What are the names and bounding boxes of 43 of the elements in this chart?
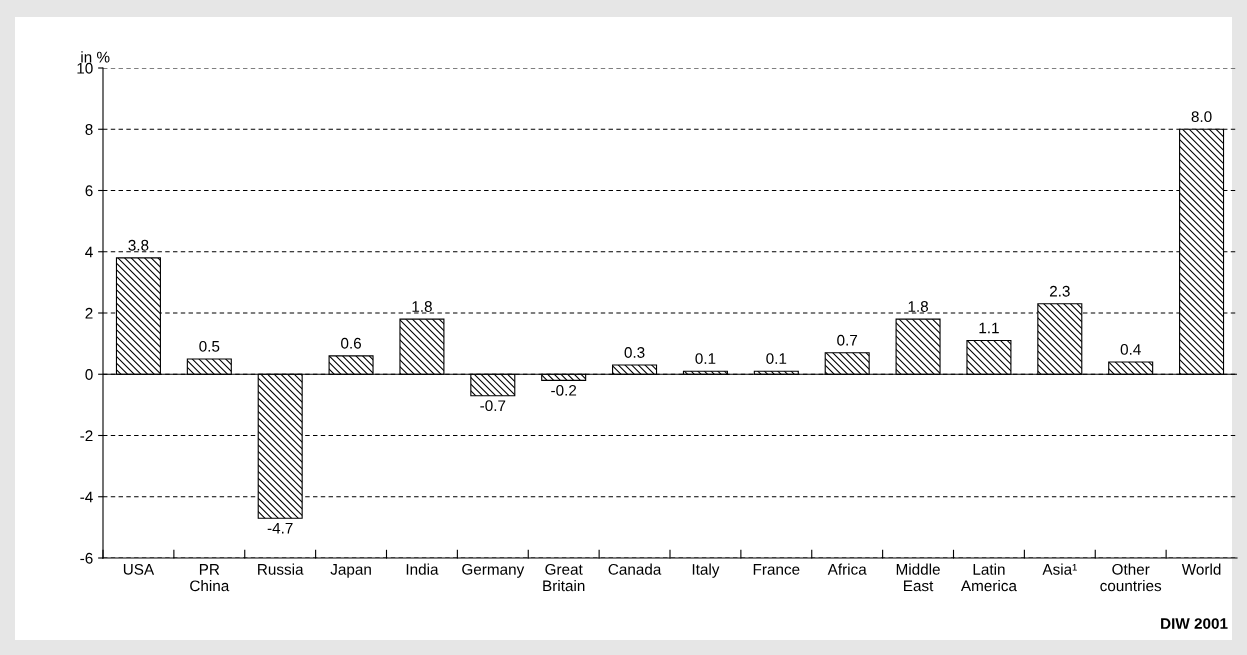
x-tick-label: USA bbox=[123, 563, 155, 575]
y-tick-label: 4 bbox=[85, 246, 93, 258]
y-axis-title: in % bbox=[81, 51, 110, 63]
data-label: 8.0 bbox=[1191, 111, 1212, 123]
data-label: 1.1 bbox=[979, 322, 999, 334]
x-tick-label: Other countries bbox=[1100, 563, 1162, 592]
x-tick-label: Asia¹ bbox=[1042, 563, 1077, 575]
text: DIW 2001 bbox=[1161, 618, 1228, 629]
data-label: 0.3 bbox=[624, 347, 645, 358]
data-label: 0.1 bbox=[695, 353, 716, 364]
x-tick-label: India bbox=[406, 563, 439, 575]
data-label: -0.7 bbox=[480, 400, 506, 412]
x-tick-label: Middle East bbox=[896, 563, 940, 592]
data-label: 1.8 bbox=[412, 301, 432, 312]
data-label: 2.3 bbox=[1049, 285, 1070, 297]
x-tick-label: Japan bbox=[330, 564, 371, 578]
x-tick-label: France bbox=[753, 564, 800, 575]
y-tick-label: -6 bbox=[80, 552, 93, 564]
y-tick-label: -2 bbox=[80, 430, 93, 442]
x-tick-label: Latin America bbox=[960, 563, 1017, 592]
x-tick-label: World bbox=[1181, 563, 1221, 575]
y-tick-label: 10 bbox=[77, 62, 93, 74]
x-tick-label: Canada bbox=[608, 563, 662, 575]
data-label: 0.1 bbox=[766, 353, 787, 364]
data-label: 0.5 bbox=[199, 340, 220, 352]
data-label: 3.8 bbox=[128, 239, 149, 251]
data-label: -4.7 bbox=[267, 522, 293, 534]
y-tick-label: 8 bbox=[85, 124, 93, 135]
x-tick-label: Germany bbox=[462, 563, 525, 578]
data-label: 0.7 bbox=[837, 334, 858, 346]
data-label: 0.4 bbox=[1120, 343, 1141, 355]
y-tick-label: 2 bbox=[85, 307, 93, 319]
y-tick-label: 6 bbox=[85, 185, 93, 197]
x-tick-label: Russia bbox=[258, 563, 304, 575]
x-tick-label: PR China bbox=[190, 564, 230, 592]
data-label: -0.2 bbox=[551, 384, 577, 396]
x-tick-label: Africa bbox=[827, 563, 867, 575]
y-tick-label: -4 bbox=[80, 491, 93, 503]
data-label: 1.8 bbox=[908, 301, 929, 312]
y-tick-label: 0 bbox=[85, 369, 93, 380]
data-label: 0.6 bbox=[341, 337, 362, 349]
x-tick-label: Great Britain bbox=[543, 563, 585, 592]
x-tick-label: Italy bbox=[692, 563, 720, 578]
